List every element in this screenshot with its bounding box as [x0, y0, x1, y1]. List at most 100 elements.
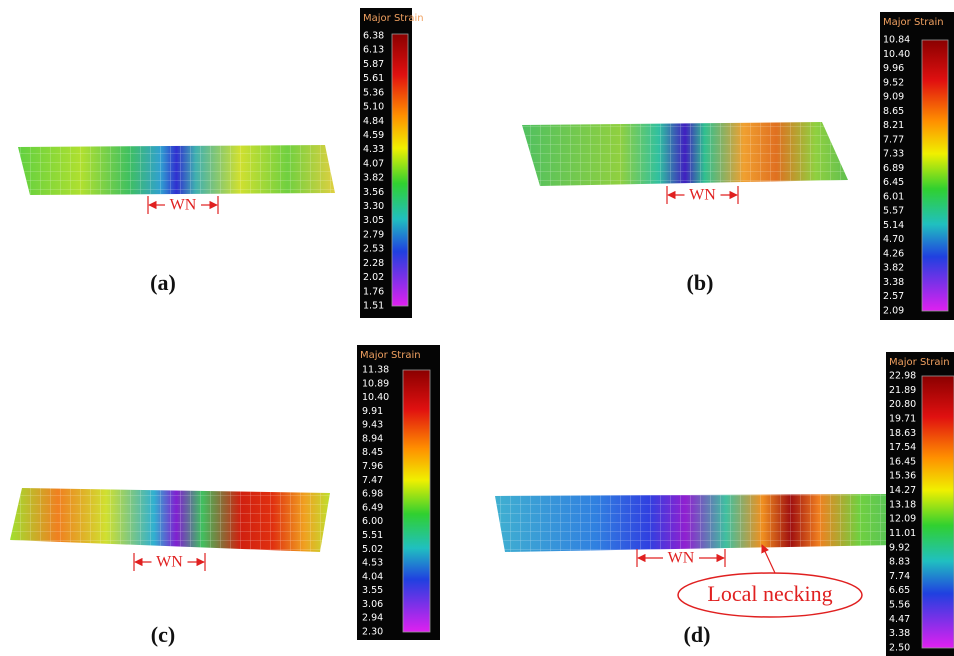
colorbar-tick-label: 5.61	[363, 73, 384, 84]
colorbar-tick-label: 10.84	[883, 35, 910, 46]
strip-c	[10, 488, 330, 552]
colorbar-tick-label: 19.71	[889, 413, 916, 424]
colorbar-tick-label: 4.59	[363, 130, 384, 141]
colorbar-tick-label: 2.57	[883, 291, 904, 302]
colorbar-tick-label: 6.00	[362, 516, 383, 527]
colorbar: Major Strain 11.38 10.89 10.40 9.91 9.43 8.94 8…	[357, 345, 440, 640]
colorbar-tick-label: 7.77	[883, 134, 904, 145]
colorbar-tick-label: 6.13	[363, 45, 384, 56]
annotation-arrow	[762, 545, 775, 573]
colorbar-tick-label: 14.27	[889, 485, 916, 496]
colorbar-tick-label: 6.49	[362, 502, 383, 513]
wn-label: WN	[668, 550, 695, 567]
colorbar-tick-label: 9.52	[883, 77, 904, 88]
colorbar-tick-label: 8.94	[362, 433, 383, 444]
colorbar-tick-label: 6.89	[883, 163, 904, 174]
strip-a	[18, 145, 335, 195]
colorbar-tick-label: 5.56	[889, 600, 910, 611]
colorbar-title: Major Strain	[889, 357, 950, 368]
colorbar-tick-label: 7.33	[883, 149, 904, 160]
colorbar-tick-label: 11.38	[362, 365, 389, 376]
colorbar-tick-label: 3.38	[889, 628, 910, 639]
colorbar-tick-label: 9.43	[362, 420, 383, 431]
colorbar-tick-label: 22.98	[889, 371, 916, 382]
colorbar-tick-label: 8.45	[362, 447, 383, 458]
colorbar-tick-label: 3.38	[883, 277, 904, 288]
colorbar-tick-label: 8.21	[883, 120, 904, 131]
colorbar-tick-label: 7.96	[362, 461, 383, 472]
colorbar-tick-label: 6.65	[889, 585, 910, 596]
colorbar-tick-label: 10.40	[883, 49, 910, 60]
colorbar-tick-label: 3.05	[363, 215, 384, 226]
colorbar-tick-label: 6.01	[883, 191, 904, 202]
colorbar: Major Strain22.9821.8920.8019.7118.6317.…	[886, 352, 954, 656]
colorbar-tick-label: 4.07	[363, 158, 384, 169]
colorbar-tick-label: 3.55	[362, 585, 383, 596]
colorbar-tick-label: 5.36	[363, 87, 384, 98]
colorbar-tick-label: 12.09	[889, 514, 916, 525]
colorbar-tick-label: 16.45	[889, 456, 916, 467]
colorbar-tick-label: 9.91	[362, 406, 383, 417]
colorbar-tick-label: 15.36	[889, 471, 916, 482]
wn-label: WN	[156, 554, 183, 571]
colorbar-scale	[392, 34, 408, 306]
colorbar-tick-label: 11.01	[889, 528, 916, 539]
colorbar-tick-label: 2.09	[883, 306, 904, 317]
colorbar-tick-label: 4.70	[883, 234, 904, 245]
colorbar-tick-label: 9.96	[883, 63, 904, 74]
colorbar-tick-label: 2.53	[363, 244, 384, 255]
colorbar-tick-label: 10.89	[362, 378, 389, 389]
colorbar-tick-label: 6.38	[363, 31, 384, 42]
colorbar-tick-label: 5.87	[363, 59, 384, 70]
colorbar-tick-label: 6.98	[362, 489, 383, 500]
colorbar-tick-label: 5.51	[362, 530, 383, 541]
colorbar-tick-label: 4.53	[362, 558, 383, 569]
colorbar-tick-label: 5.57	[883, 206, 904, 217]
colorbar-tick-label: 2.30	[362, 627, 383, 638]
panel-label: (c)	[151, 622, 175, 647]
colorbar-tick-label: 10.40	[362, 392, 389, 403]
colorbar-scale	[922, 376, 954, 648]
colorbar-tick-label: 6.45	[883, 177, 904, 188]
colorbar-tick-label: 7.47	[362, 475, 383, 486]
colorbar-tick-label: 4.47	[889, 614, 910, 625]
colorbar-scale	[403, 370, 430, 632]
colorbar-tick-label: 3.56	[363, 187, 384, 198]
colorbar-title: Major Strain	[360, 350, 421, 361]
colorbar-tick-label: 7.74	[889, 571, 910, 582]
colorbar: Major Strain10.8410.409.969.529.098.658.…	[880, 12, 954, 320]
colorbar-tick-label: 2.02	[363, 272, 384, 283]
colorbar-tick-label: 17.54	[889, 442, 916, 453]
colorbar-tick-label: 2.50	[889, 643, 910, 654]
colorbar-tick-label: 4.33	[363, 144, 384, 155]
colorbar-tick-label: 20.80	[889, 399, 916, 410]
colorbar-tick-label: 1.51	[363, 301, 384, 312]
annotation: Local necking	[707, 581, 832, 606]
colorbar-tick-label: 2.28	[363, 258, 384, 269]
figure: Local necking Major Strain 6.38 6.13 5.87 5.…	[0, 0, 954, 656]
colorbar-tick-label: 5.02	[362, 544, 383, 555]
wn-label: WN	[689, 187, 716, 204]
colorbar-tick-label: 8.65	[883, 106, 904, 117]
panel-label: (b)	[687, 270, 714, 295]
colorbar-tick-label: 5.14	[883, 220, 904, 231]
panel-label: (a)	[150, 270, 176, 295]
colorbar-tick-label: 4.84	[363, 116, 384, 127]
colorbar-tick-label: 2.79	[363, 229, 384, 240]
colorbar-tick-label: 4.26	[883, 248, 904, 259]
colorbar-tick-label: 1.76	[363, 286, 384, 297]
colorbar-tick-label: 3.82	[363, 173, 384, 184]
wn-label: WN	[170, 197, 197, 214]
colorbar-tick-label: 3.06	[362, 599, 383, 610]
strip-d	[495, 494, 900, 552]
colorbar-tick-label: 9.92	[889, 542, 910, 553]
colorbar-tick-label: 4.04	[362, 571, 383, 582]
colorbar-scale	[922, 40, 948, 311]
colorbar: Major Strain6.386.135.875.615.365.104.84…	[360, 8, 424, 318]
colorbar-tick-label: 13.18	[889, 499, 916, 510]
colorbar-tick-label: 3.30	[363, 201, 384, 212]
colorbar-title: Major Strain	[363, 13, 424, 24]
colorbar-tick-label: 3.82	[883, 263, 904, 274]
colorbar-tick-label: 21.89	[889, 385, 916, 396]
colorbar-tick-label: 9.09	[883, 92, 904, 103]
